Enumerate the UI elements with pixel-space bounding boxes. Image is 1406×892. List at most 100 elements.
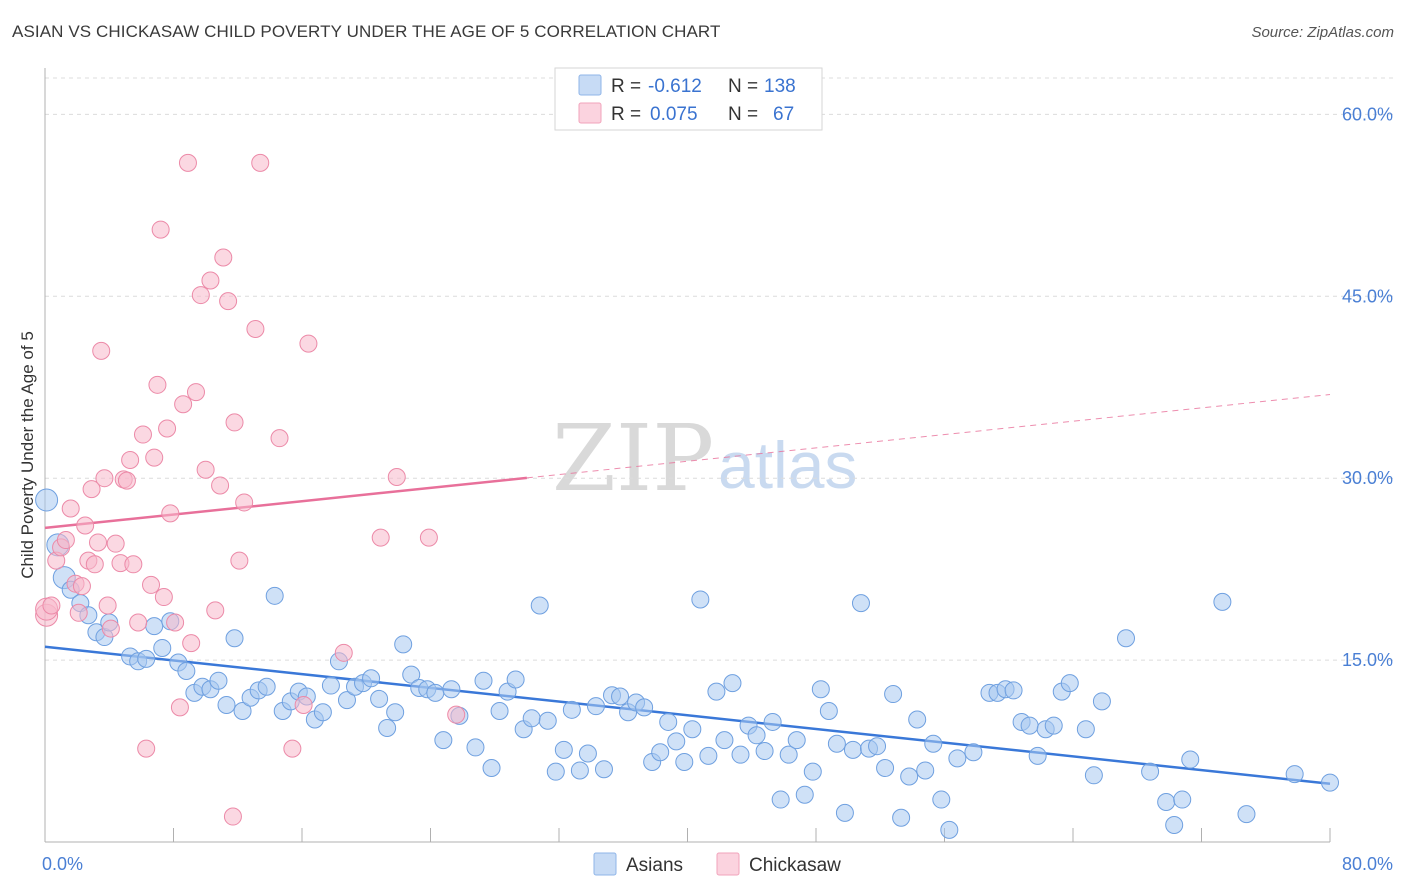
y-tick-labels: 15.0% 30.0% 45.0% 60.0% <box>1342 104 1393 670</box>
asians-r-value: -0.612 <box>648 76 702 97</box>
asians-point <box>313 703 332 722</box>
asians-point <box>1213 592 1232 611</box>
chickasaw-point <box>371 528 390 547</box>
chickasaw-point <box>145 448 164 467</box>
asians-point <box>434 731 453 750</box>
chickasaw-r-label: R = <box>611 104 641 125</box>
chickasaw-trend-extension <box>526 394 1331 479</box>
chickasaw-point <box>95 469 114 488</box>
asians-point <box>683 720 702 739</box>
legend-chickasaw-label: Chickasaw <box>749 855 841 876</box>
asians-point <box>1173 790 1192 809</box>
asians-point <box>835 803 854 822</box>
chickasaw-point <box>182 634 201 653</box>
y-tick-label: 30.0% <box>1342 468 1393 488</box>
chickasaw-point <box>129 613 148 632</box>
asians-point <box>876 759 895 778</box>
chickasaw-point <box>101 619 120 638</box>
asians-point <box>153 638 172 657</box>
chickasaw-point <box>56 531 75 550</box>
chickasaw-point <box>166 613 185 632</box>
asians-point <box>691 590 710 609</box>
source-credit: Source: ZipAtlas.com <box>1251 24 1394 41</box>
asians-n-label: N = <box>728 76 758 97</box>
asians-point <box>538 711 557 730</box>
chickasaw-point <box>230 551 249 570</box>
asians-point <box>868 737 887 756</box>
legend-asians-swatch <box>593 852 617 876</box>
chickasaw-point <box>158 419 177 438</box>
chickasaw-point <box>235 493 254 512</box>
chickasaw-point <box>137 739 156 758</box>
chickasaw-point <box>196 460 215 479</box>
asians-point <box>1020 716 1039 735</box>
asians-point <box>803 762 822 781</box>
chickasaw-point <box>225 413 244 432</box>
asians-point <box>948 749 967 768</box>
chickasaw-point <box>223 807 242 826</box>
asians-point <box>225 629 244 648</box>
asians-point <box>675 752 694 771</box>
asians-point <box>827 734 846 753</box>
chickasaw-point <box>69 603 88 622</box>
asians-point <box>402 665 421 684</box>
asians-point <box>715 731 734 750</box>
legend-chickasaw-swatch <box>716 852 740 876</box>
chickasaw-r-value: 0.075 <box>650 104 698 125</box>
asians-point <box>940 820 959 839</box>
asians-point <box>586 697 605 716</box>
chickasaw-point <box>170 698 189 717</box>
asians-point <box>763 712 782 731</box>
trend-lines <box>44 394 1331 786</box>
chickasaw-point <box>82 480 101 499</box>
asians-point <box>378 719 397 738</box>
asians-point <box>426 683 445 702</box>
asians-point <box>1157 792 1176 811</box>
asians-point <box>1321 773 1339 792</box>
chickasaw-point <box>89 533 108 552</box>
chickasaw-point <box>106 534 125 553</box>
y-tick-label: 60.0% <box>1342 104 1393 124</box>
chickasaw-point <box>151 220 170 239</box>
chickasaw-point <box>117 471 136 490</box>
asians-point <box>209 671 228 690</box>
asians-r-label: R = <box>611 76 641 97</box>
asians-point <box>779 745 798 764</box>
chickasaw-point <box>72 577 91 596</box>
data-points <box>35 153 1339 839</box>
chickasaw-point <box>124 555 143 574</box>
asians-point <box>177 662 196 681</box>
asians-point <box>1092 692 1111 711</box>
asians-point <box>466 738 485 757</box>
asians-point <box>530 596 549 615</box>
asians-point <box>1141 762 1160 781</box>
chickasaw-point <box>154 588 173 607</box>
asians-point <box>442 680 461 699</box>
asians-point <box>908 710 927 729</box>
asians-point <box>394 635 413 654</box>
stats-legend: R = -0.612 N = 138 R = 0.075 N = 67 <box>554 67 823 131</box>
chickasaw-point <box>174 395 193 414</box>
asians-point <box>1028 746 1047 765</box>
asians-point <box>787 731 806 750</box>
chickasaw-point <box>211 476 230 495</box>
asians-point <box>506 670 525 689</box>
asians-point <box>546 762 565 781</box>
asians-point <box>892 808 911 827</box>
asians-point <box>1060 674 1079 693</box>
chickasaw-n-label: N = <box>728 104 758 125</box>
chickasaw-point <box>133 425 152 444</box>
asians-point <box>932 790 951 809</box>
asians-point <box>578 744 597 763</box>
asians-point <box>651 743 670 762</box>
asians-point <box>1165 816 1184 835</box>
asians-point <box>635 698 654 717</box>
asians-point <box>386 703 405 722</box>
asians-point <box>611 687 630 706</box>
asians-point <box>257 677 276 696</box>
chickasaw-point <box>419 528 438 547</box>
chickasaw-point <box>270 429 289 448</box>
chickasaw-point <box>206 601 225 620</box>
asians-point <box>362 669 381 688</box>
asians-point <box>562 700 581 719</box>
